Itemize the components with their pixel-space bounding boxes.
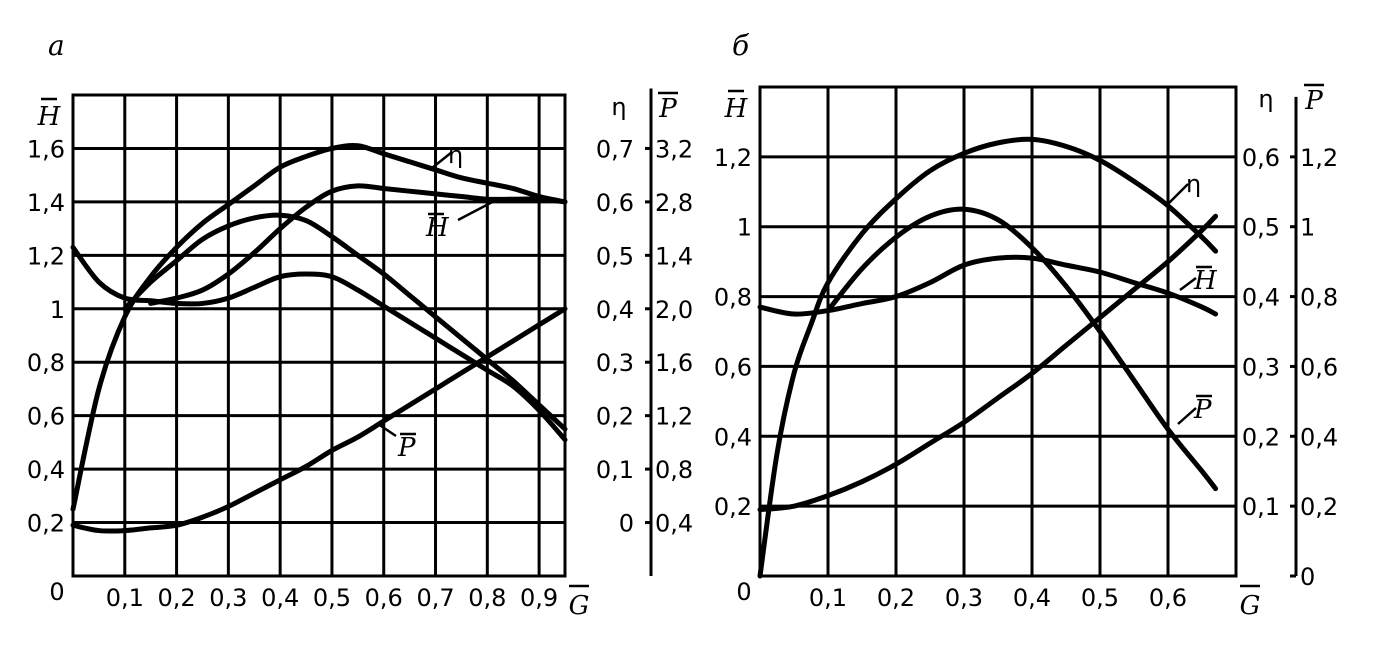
p-tick-label: 0,4 bbox=[655, 510, 693, 538]
origin-label: 0 bbox=[49, 578, 64, 606]
h-label-leader bbox=[1179, 277, 1197, 291]
series-eta-curve bbox=[70, 143, 568, 512]
left-tick-label: 0,6 bbox=[714, 353, 752, 381]
left-tick-label: 0,2 bbox=[27, 510, 65, 538]
x-tick-label: 0,2 bbox=[877, 584, 915, 612]
p-tick-label: 3,2 bbox=[655, 135, 693, 163]
x-tick-label: 0,4 bbox=[1013, 584, 1051, 612]
eta-tick-label: 0,4 bbox=[1242, 284, 1280, 312]
p-curve-label: P bbox=[1193, 395, 1212, 425]
x-axis-label: G bbox=[1240, 591, 1261, 621]
left-axis-label: H bbox=[724, 94, 749, 124]
origin-label: 0 bbox=[736, 578, 751, 606]
p-tick-label: 0 bbox=[1300, 563, 1315, 591]
series-curve-3 bbox=[122, 212, 568, 432]
left-tick-label: 0,8 bbox=[27, 349, 65, 377]
panel-a-label: а bbox=[48, 29, 65, 62]
x-tick-label: 0,6 bbox=[365, 584, 403, 612]
chart-panel-a: 0,1 0,2 0,3 0,4 0,5 0,6 0,7 0,8 0,9 0 G 1,6 1,4 1,2 1 0… bbox=[27, 88, 693, 621]
p-tick-label: 1,2 bbox=[1300, 144, 1338, 172]
plot-frame bbox=[71, 93, 567, 578]
left-tick-label: 1 bbox=[737, 214, 752, 242]
series-p-curve bbox=[757, 213, 1219, 513]
x-tick-label: 0,8 bbox=[468, 584, 506, 612]
left-tick-label: 0,4 bbox=[27, 456, 65, 484]
x-axis-label: G bbox=[569, 591, 590, 621]
x-tick-label: 0,9 bbox=[520, 584, 558, 612]
series-h-curve bbox=[148, 183, 568, 306]
eta-tick-label: 0,5 bbox=[1242, 214, 1280, 242]
x-tick-label: 0,2 bbox=[157, 584, 195, 612]
eta-tick-label: 0,1 bbox=[1242, 493, 1280, 521]
series-curve-2 bbox=[70, 244, 568, 443]
x-tick-label: 0,5 bbox=[313, 584, 351, 612]
h-curve-label: H bbox=[425, 213, 450, 243]
h-curve-label: H bbox=[1193, 266, 1218, 296]
p-tick-label: 1 bbox=[1300, 214, 1315, 242]
eta-label-leader bbox=[431, 151, 453, 169]
eta-axis-label: η bbox=[1258, 85, 1273, 113]
left-tick-label: 0,2 bbox=[714, 493, 752, 521]
p-axis-label: P bbox=[658, 94, 677, 124]
eta-axis-label: η bbox=[611, 93, 626, 121]
p-axis-label: P bbox=[1304, 86, 1323, 116]
x-tick-label: 0,3 bbox=[945, 584, 983, 612]
x-tick-label: 0,1 bbox=[106, 584, 144, 612]
plot-frame bbox=[758, 85, 1238, 578]
series-p-curve bbox=[70, 306, 568, 534]
eta-tick-label: 0,7 bbox=[596, 135, 634, 163]
p-tick-label: 2,8 bbox=[655, 189, 693, 217]
p-tick-label: 0,4 bbox=[1300, 423, 1338, 451]
series-curve-2 bbox=[825, 206, 1219, 492]
eta-tick-label: 0,3 bbox=[1242, 353, 1280, 381]
left-tick-label: 1,6 bbox=[27, 135, 65, 163]
p-tick-label: 0,6 bbox=[1300, 353, 1338, 381]
eta-label-leader bbox=[1165, 183, 1189, 207]
p-tick-label: 0,8 bbox=[1300, 284, 1338, 312]
p-curve-label: P bbox=[397, 433, 416, 463]
x-tick-label: 0,4 bbox=[261, 584, 299, 612]
panel-b-label: б bbox=[732, 29, 750, 62]
eta-tick-label: 0,6 bbox=[1242, 144, 1280, 172]
x-tick-label: 0,7 bbox=[416, 584, 454, 612]
eta-curve-label: η bbox=[448, 141, 463, 169]
p-tick-label: 2,0 bbox=[655, 296, 693, 324]
p-tick-label: 1,6 bbox=[655, 349, 693, 377]
eta-tick-label: 0,1 bbox=[596, 456, 634, 484]
p-label-leader bbox=[1177, 407, 1197, 425]
left-tick-label: 1,2 bbox=[714, 144, 752, 172]
left-tick-label: 0,6 bbox=[27, 403, 65, 431]
x-tick-label: 0,5 bbox=[1081, 584, 1119, 612]
left-tick-label: 1 bbox=[50, 296, 65, 324]
p-label-leader bbox=[377, 422, 397, 438]
x-tick-label: 0,3 bbox=[209, 584, 247, 612]
p-tick-label: 0,8 bbox=[655, 456, 693, 484]
h-label-leader bbox=[457, 196, 501, 222]
eta-tick-label: 0,6 bbox=[596, 189, 634, 217]
chart-panel-b: 0,1 0,2 0,3 0,4 0,5 0,6 0 G 1,2 1 0,8 0,6 0,4 0,2 H 0,6… bbox=[714, 83, 1338, 621]
eta-curve-label: η bbox=[1186, 170, 1201, 198]
x-tick-label: 0,6 bbox=[1149, 584, 1187, 612]
series-h-curve bbox=[757, 254, 1219, 317]
series-eta-curve bbox=[757, 136, 1219, 579]
left-axis-label: H bbox=[37, 102, 62, 132]
x-tick-label: 0,1 bbox=[809, 584, 847, 612]
left-tick-label: 0,8 bbox=[714, 284, 752, 312]
eta-tick-label: 0,4 bbox=[596, 296, 634, 324]
p-tick-label: 1,2 bbox=[655, 403, 693, 431]
p-tick-label: 0,2 bbox=[1300, 493, 1338, 521]
eta-tick-label: 0,5 bbox=[596, 242, 634, 270]
left-tick-label: 0,4 bbox=[714, 423, 752, 451]
p-tick-label: 1,4 bbox=[655, 242, 693, 270]
eta-tick-label: 0,2 bbox=[596, 403, 634, 431]
left-tick-label: 1,2 bbox=[27, 242, 65, 270]
eta-tick-label: 0 bbox=[619, 510, 634, 538]
eta-tick-label: 0,2 bbox=[1242, 423, 1280, 451]
eta-tick-label: 0,3 bbox=[596, 349, 634, 377]
left-tick-label: 1,4 bbox=[27, 189, 65, 217]
